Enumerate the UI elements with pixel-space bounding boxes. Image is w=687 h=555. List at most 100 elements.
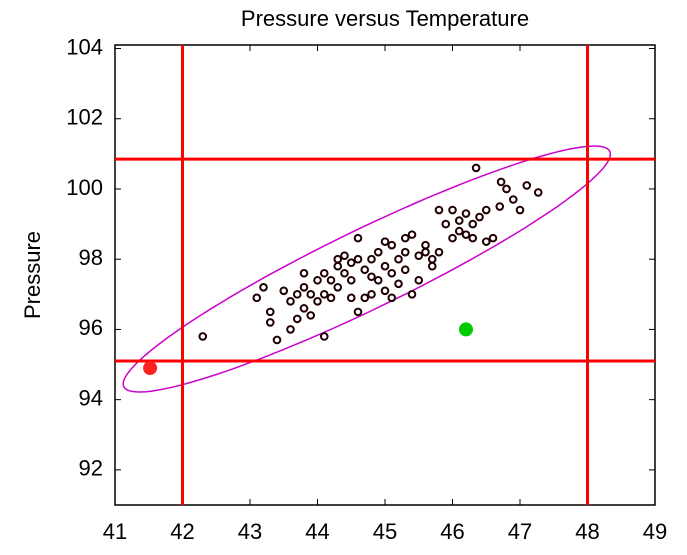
data-point [279, 286, 289, 296]
data-point [367, 272, 376, 282]
data-point [434, 247, 444, 257]
data-point [353, 254, 363, 264]
data-point [319, 268, 329, 278]
data-point [259, 282, 268, 292]
data-point [306, 311, 316, 320]
data-point [272, 335, 282, 345]
data-point [333, 282, 343, 292]
data-point [380, 237, 390, 246]
data-point [306, 290, 316, 299]
x-tick-label: 45 [373, 519, 397, 544]
data-point [481, 205, 491, 215]
data-point [387, 293, 397, 303]
y-tick-label: 98 [79, 245, 103, 270]
y-tick-label: 96 [79, 315, 103, 340]
y-tick-label: 104 [66, 34, 103, 59]
data-point [471, 163, 481, 173]
data-point [319, 290, 329, 299]
data-point [299, 282, 309, 292]
data-point [333, 261, 343, 271]
highlight-point [459, 322, 473, 337]
y-tick-label: 94 [79, 385, 103, 410]
x-tick-label: 43 [238, 519, 262, 544]
data-point [387, 240, 397, 250]
highlight-point [143, 361, 158, 376]
data-point [353, 307, 363, 317]
data-point [454, 216, 464, 225]
data-point [286, 325, 295, 334]
data-point [265, 318, 275, 327]
data-point [346, 293, 356, 303]
data-point [360, 265, 370, 275]
data-point [313, 275, 322, 285]
data-point [380, 261, 390, 271]
data-point [522, 181, 532, 190]
data-point [373, 275, 383, 285]
data-point [286, 297, 295, 306]
data-point [346, 258, 356, 268]
y-axis-label: Pressure [20, 231, 45, 319]
data-point [326, 275, 336, 285]
data-point [367, 254, 376, 264]
data-point [533, 188, 543, 197]
data-point [394, 279, 403, 289]
data-point [265, 307, 275, 317]
data-point [461, 230, 471, 239]
chart-title: Pressure versus Temperature [241, 6, 529, 31]
data-point [346, 275, 356, 285]
x-tick-label: 49 [643, 519, 667, 544]
data-point [319, 332, 329, 341]
y-tick-label: 102 [66, 105, 103, 130]
data-point [461, 209, 471, 218]
data-point [400, 265, 410, 275]
data-point [468, 219, 478, 229]
data-point [380, 286, 390, 296]
data-point [367, 290, 376, 299]
data-point [299, 304, 309, 313]
data-point [448, 205, 457, 215]
data-point [468, 233, 478, 243]
data-point [340, 251, 349, 260]
data-point [400, 247, 410, 257]
x-tick-label: 48 [575, 519, 599, 544]
data-point [495, 202, 505, 211]
data-point [421, 247, 430, 257]
data-point [400, 233, 410, 243]
data-point [434, 205, 444, 215]
x-tick-label: 44 [305, 519, 329, 544]
data-point [394, 254, 403, 264]
data-point [427, 254, 437, 264]
data-point [414, 275, 424, 285]
plot-box [114, 44, 656, 506]
data-point [407, 290, 417, 299]
x-tick-label: 42 [170, 519, 194, 544]
data-point [292, 290, 302, 299]
data-point [508, 195, 518, 204]
data-point [313, 297, 322, 306]
data-point [454, 226, 464, 236]
data-point [299, 268, 309, 278]
data-point [515, 205, 525, 215]
data-point [421, 240, 430, 250]
data-point [441, 219, 451, 229]
data-point [427, 261, 437, 271]
data-point [353, 233, 363, 243]
data-point [488, 233, 498, 243]
data-point [496, 177, 506, 187]
data-point [198, 332, 208, 341]
data-point [448, 233, 457, 243]
data-point [481, 237, 491, 246]
y-tick-label: 92 [79, 456, 103, 481]
confidence-ellipse [122, 145, 612, 393]
x-tick-label: 41 [103, 519, 127, 544]
data-point [414, 251, 424, 260]
y-tick-label: 100 [66, 175, 103, 200]
x-tick-label: 46 [440, 519, 464, 544]
data-point [292, 314, 302, 324]
data-point [407, 230, 417, 239]
data-point [340, 268, 349, 278]
data-point [333, 254, 343, 264]
data-point [373, 247, 383, 257]
x-tick-label: 47 [508, 519, 532, 544]
